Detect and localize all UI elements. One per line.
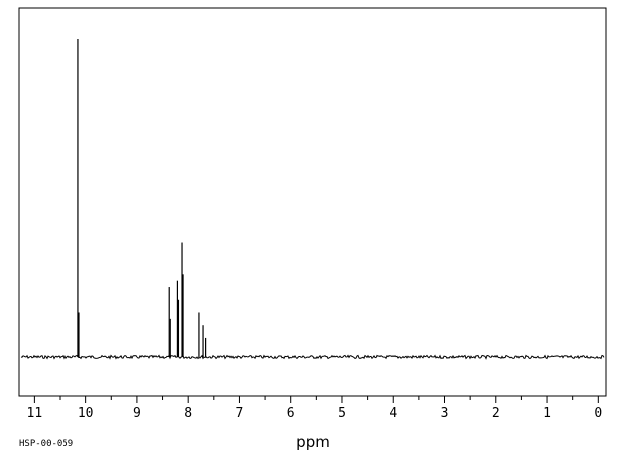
x-tick-label: 1 xyxy=(543,406,551,421)
spectrum-id-label: HSP-00-059 xyxy=(19,439,73,449)
x-tick-label: 0 xyxy=(594,406,602,421)
plot-frame xyxy=(18,7,607,397)
x-tick-label: 2 xyxy=(492,406,500,421)
x-tick-label: 8 xyxy=(184,406,192,421)
x-tick-label: 9 xyxy=(133,406,141,421)
spectrum-trace xyxy=(20,354,605,360)
x-tick-label: 6 xyxy=(287,406,295,421)
x-axis-tick-labels: 11 10 9 8 7 6 5 4 3 2 1 0 xyxy=(27,406,603,421)
x-axis-ticks xyxy=(33,396,599,403)
x-tick-label: 4 xyxy=(389,406,397,421)
x-tick-label: 7 xyxy=(236,406,244,421)
x-tick-label: 5 xyxy=(338,406,346,421)
x-tick-label: 11 xyxy=(27,406,43,421)
x-tick-label: 10 xyxy=(78,406,94,421)
peak-lines xyxy=(77,39,207,357)
x-tick-label: 3 xyxy=(441,406,449,421)
x-axis-title: ppm xyxy=(296,433,330,451)
